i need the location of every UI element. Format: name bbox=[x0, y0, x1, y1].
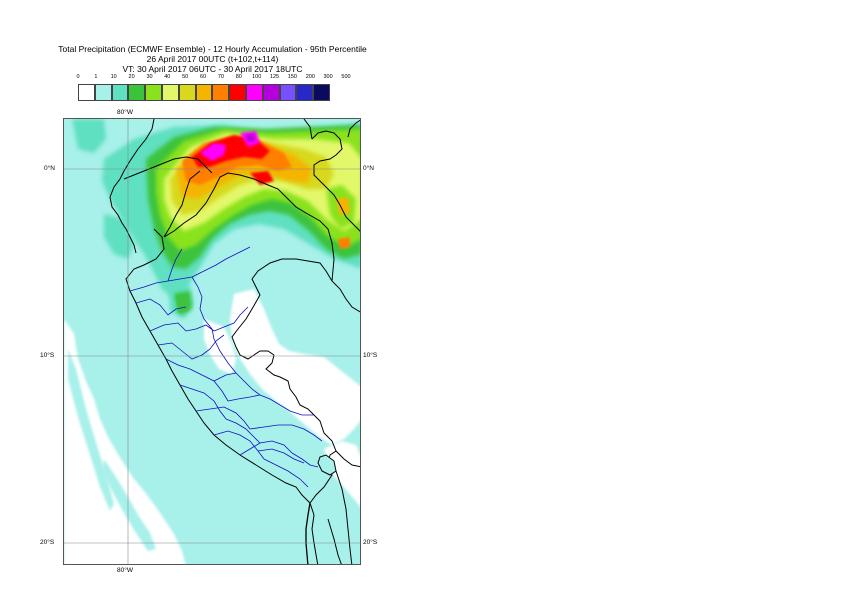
legend-swatch bbox=[128, 84, 146, 101]
legend-swatch bbox=[111, 84, 129, 101]
legend-label: 80 bbox=[235, 74, 242, 80]
lat-label-left-0: 0°N bbox=[44, 165, 55, 172]
map-run-time: 26 April 2017 00UTC (t+102,t+114) bbox=[146, 54, 279, 64]
legend-label: 100 bbox=[252, 74, 262, 80]
legend-label: 150 bbox=[287, 74, 297, 80]
precip-125-150-patch bbox=[246, 134, 255, 142]
legend-label: 0 bbox=[76, 74, 80, 80]
legend-label: 70 bbox=[217, 74, 224, 80]
no-rain-area-south bbox=[324, 441, 360, 507]
lat-label-left-20: 20°S bbox=[40, 539, 55, 546]
legend-label: 40 bbox=[164, 74, 171, 80]
legend-label: 1 bbox=[94, 74, 98, 80]
legend-label: 20 bbox=[128, 74, 135, 80]
legend-swatch bbox=[78, 84, 95, 101]
lat-label-right-0: 0°N bbox=[363, 165, 374, 172]
no-rain-area-amazon-east bbox=[230, 289, 360, 445]
lat-label-left-10: 10°S bbox=[40, 352, 55, 359]
legend-label: 10 bbox=[110, 74, 117, 80]
legend-swatch bbox=[195, 84, 213, 101]
legend-swatch bbox=[94, 84, 112, 101]
legend-swatch bbox=[296, 84, 314, 101]
legend-label: 125 bbox=[269, 74, 280, 80]
legend-labels: 0 1 10 20 30 40 50 60 70 80 100 125 150 … bbox=[76, 74, 350, 84]
legend-swatch bbox=[313, 84, 330, 101]
precip-central-patch bbox=[176, 293, 188, 313]
precip-80-100-patch bbox=[250, 171, 274, 185]
map-title: Total Precipitation (ECMWF Ensemble) - 1… bbox=[58, 44, 367, 54]
legend-label: 30 bbox=[146, 74, 153, 80]
no-rain-area-ocean-sw bbox=[64, 319, 186, 564]
no-rain-area-central bbox=[204, 319, 236, 374]
legend-label: 500 bbox=[341, 74, 351, 80]
legend-swatch bbox=[262, 84, 280, 101]
legend-label: 300 bbox=[323, 74, 333, 80]
legend-swatch bbox=[245, 84, 263, 101]
precip-100-125-area bbox=[200, 143, 226, 161]
legend-color-bar bbox=[78, 84, 330, 101]
map-canvas bbox=[64, 119, 360, 564]
legend-label: 60 bbox=[200, 74, 207, 80]
legend-swatch bbox=[279, 84, 297, 101]
lon-label-bottom: 80°W bbox=[117, 567, 133, 574]
legend-label: 50 bbox=[182, 74, 189, 80]
precip-10-20-area-coast bbox=[104, 214, 134, 259]
legend-swatch bbox=[212, 84, 230, 101]
lat-label-right-20: 20°S bbox=[363, 539, 378, 546]
lat-label-right-10: 10°S bbox=[363, 352, 378, 359]
region-borders bbox=[129, 246, 323, 488]
graticule bbox=[64, 119, 360, 564]
precip-10-20-patch-2 bbox=[72, 119, 106, 153]
legend-swatch bbox=[145, 84, 162, 101]
lon-label-top: 80°W bbox=[117, 109, 133, 116]
legend-swatch bbox=[229, 84, 246, 101]
map-valid-time: VT: 30 April 2017 06UTC - 30 April 2017 … bbox=[122, 64, 303, 74]
legend-label: 200 bbox=[305, 74, 315, 80]
precip-east-patches-2 bbox=[336, 197, 350, 215]
legend-swatch bbox=[178, 84, 196, 101]
legend-swatch bbox=[161, 84, 179, 101]
no-rain-streak-2 bbox=[102, 459, 156, 551]
precip-east-patch-red bbox=[338, 237, 350, 249]
precipitation-map bbox=[63, 118, 361, 565]
